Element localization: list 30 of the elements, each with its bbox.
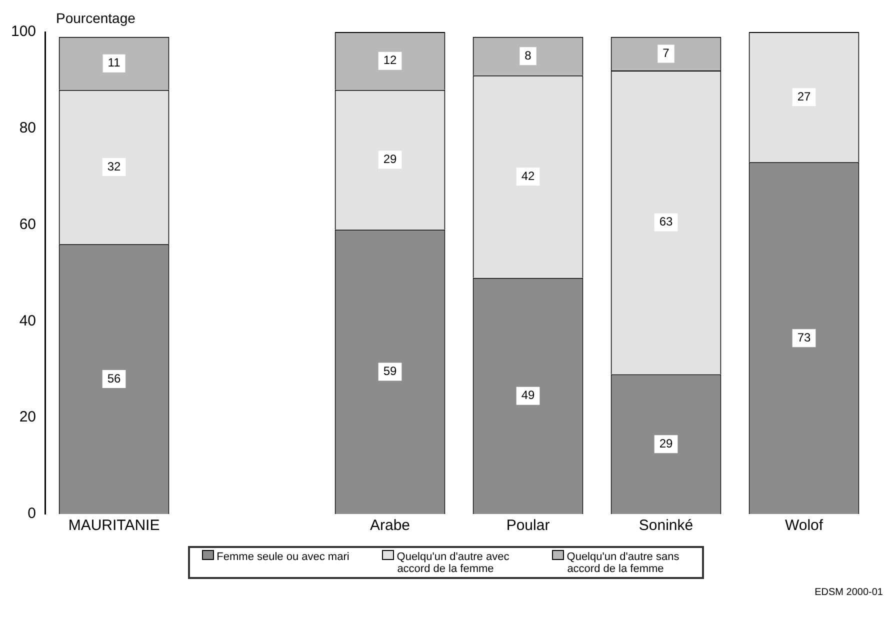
data-label: 8 bbox=[524, 48, 532, 62]
data-label: 11 bbox=[108, 56, 121, 70]
data-label: 7 bbox=[662, 46, 670, 60]
legend-label: Quelqu'un d'autre avec accord de la femme bbox=[396, 550, 510, 575]
x-tick-label: Wolof bbox=[784, 517, 824, 534]
data-label: 29 bbox=[659, 436, 673, 450]
data-label: 42 bbox=[521, 168, 536, 183]
data-label: 63 bbox=[659, 214, 673, 229]
data-label: 29 bbox=[383, 152, 398, 166]
x-tick-label: Soninké bbox=[638, 517, 694, 534]
data-label: 56 bbox=[107, 371, 122, 386]
data-label: 73 bbox=[797, 330, 811, 344]
legend-label: Femme seule ou avec mari bbox=[216, 550, 350, 565]
y-tick-label: 40 bbox=[19, 312, 36, 330]
x-tick-label: MAURITANIE bbox=[68, 517, 160, 534]
y-axis-title: Pourcentage bbox=[56, 10, 136, 26]
legend-label: Quelqu'un d'autre sans accord de la femme bbox=[566, 550, 680, 575]
data-label: 49 bbox=[521, 388, 536, 402]
x-tick-label: Poular bbox=[506, 517, 550, 534]
y-tick-label: 80 bbox=[19, 120, 36, 137]
y-tick-label: 0 bbox=[28, 505, 36, 522]
x-tick-label: Arabe bbox=[370, 517, 410, 534]
y-tick-label: 20 bbox=[19, 408, 36, 426]
data-label: 27 bbox=[797, 89, 811, 104]
y-tick-label: 100 bbox=[10, 23, 36, 40]
y-tick-label: 60 bbox=[19, 216, 36, 233]
data-label: 32 bbox=[107, 159, 122, 174]
data-label: 12 bbox=[383, 53, 398, 68]
data-label: 59 bbox=[383, 364, 398, 378]
text: EDSM 2000-01 bbox=[814, 587, 883, 598]
